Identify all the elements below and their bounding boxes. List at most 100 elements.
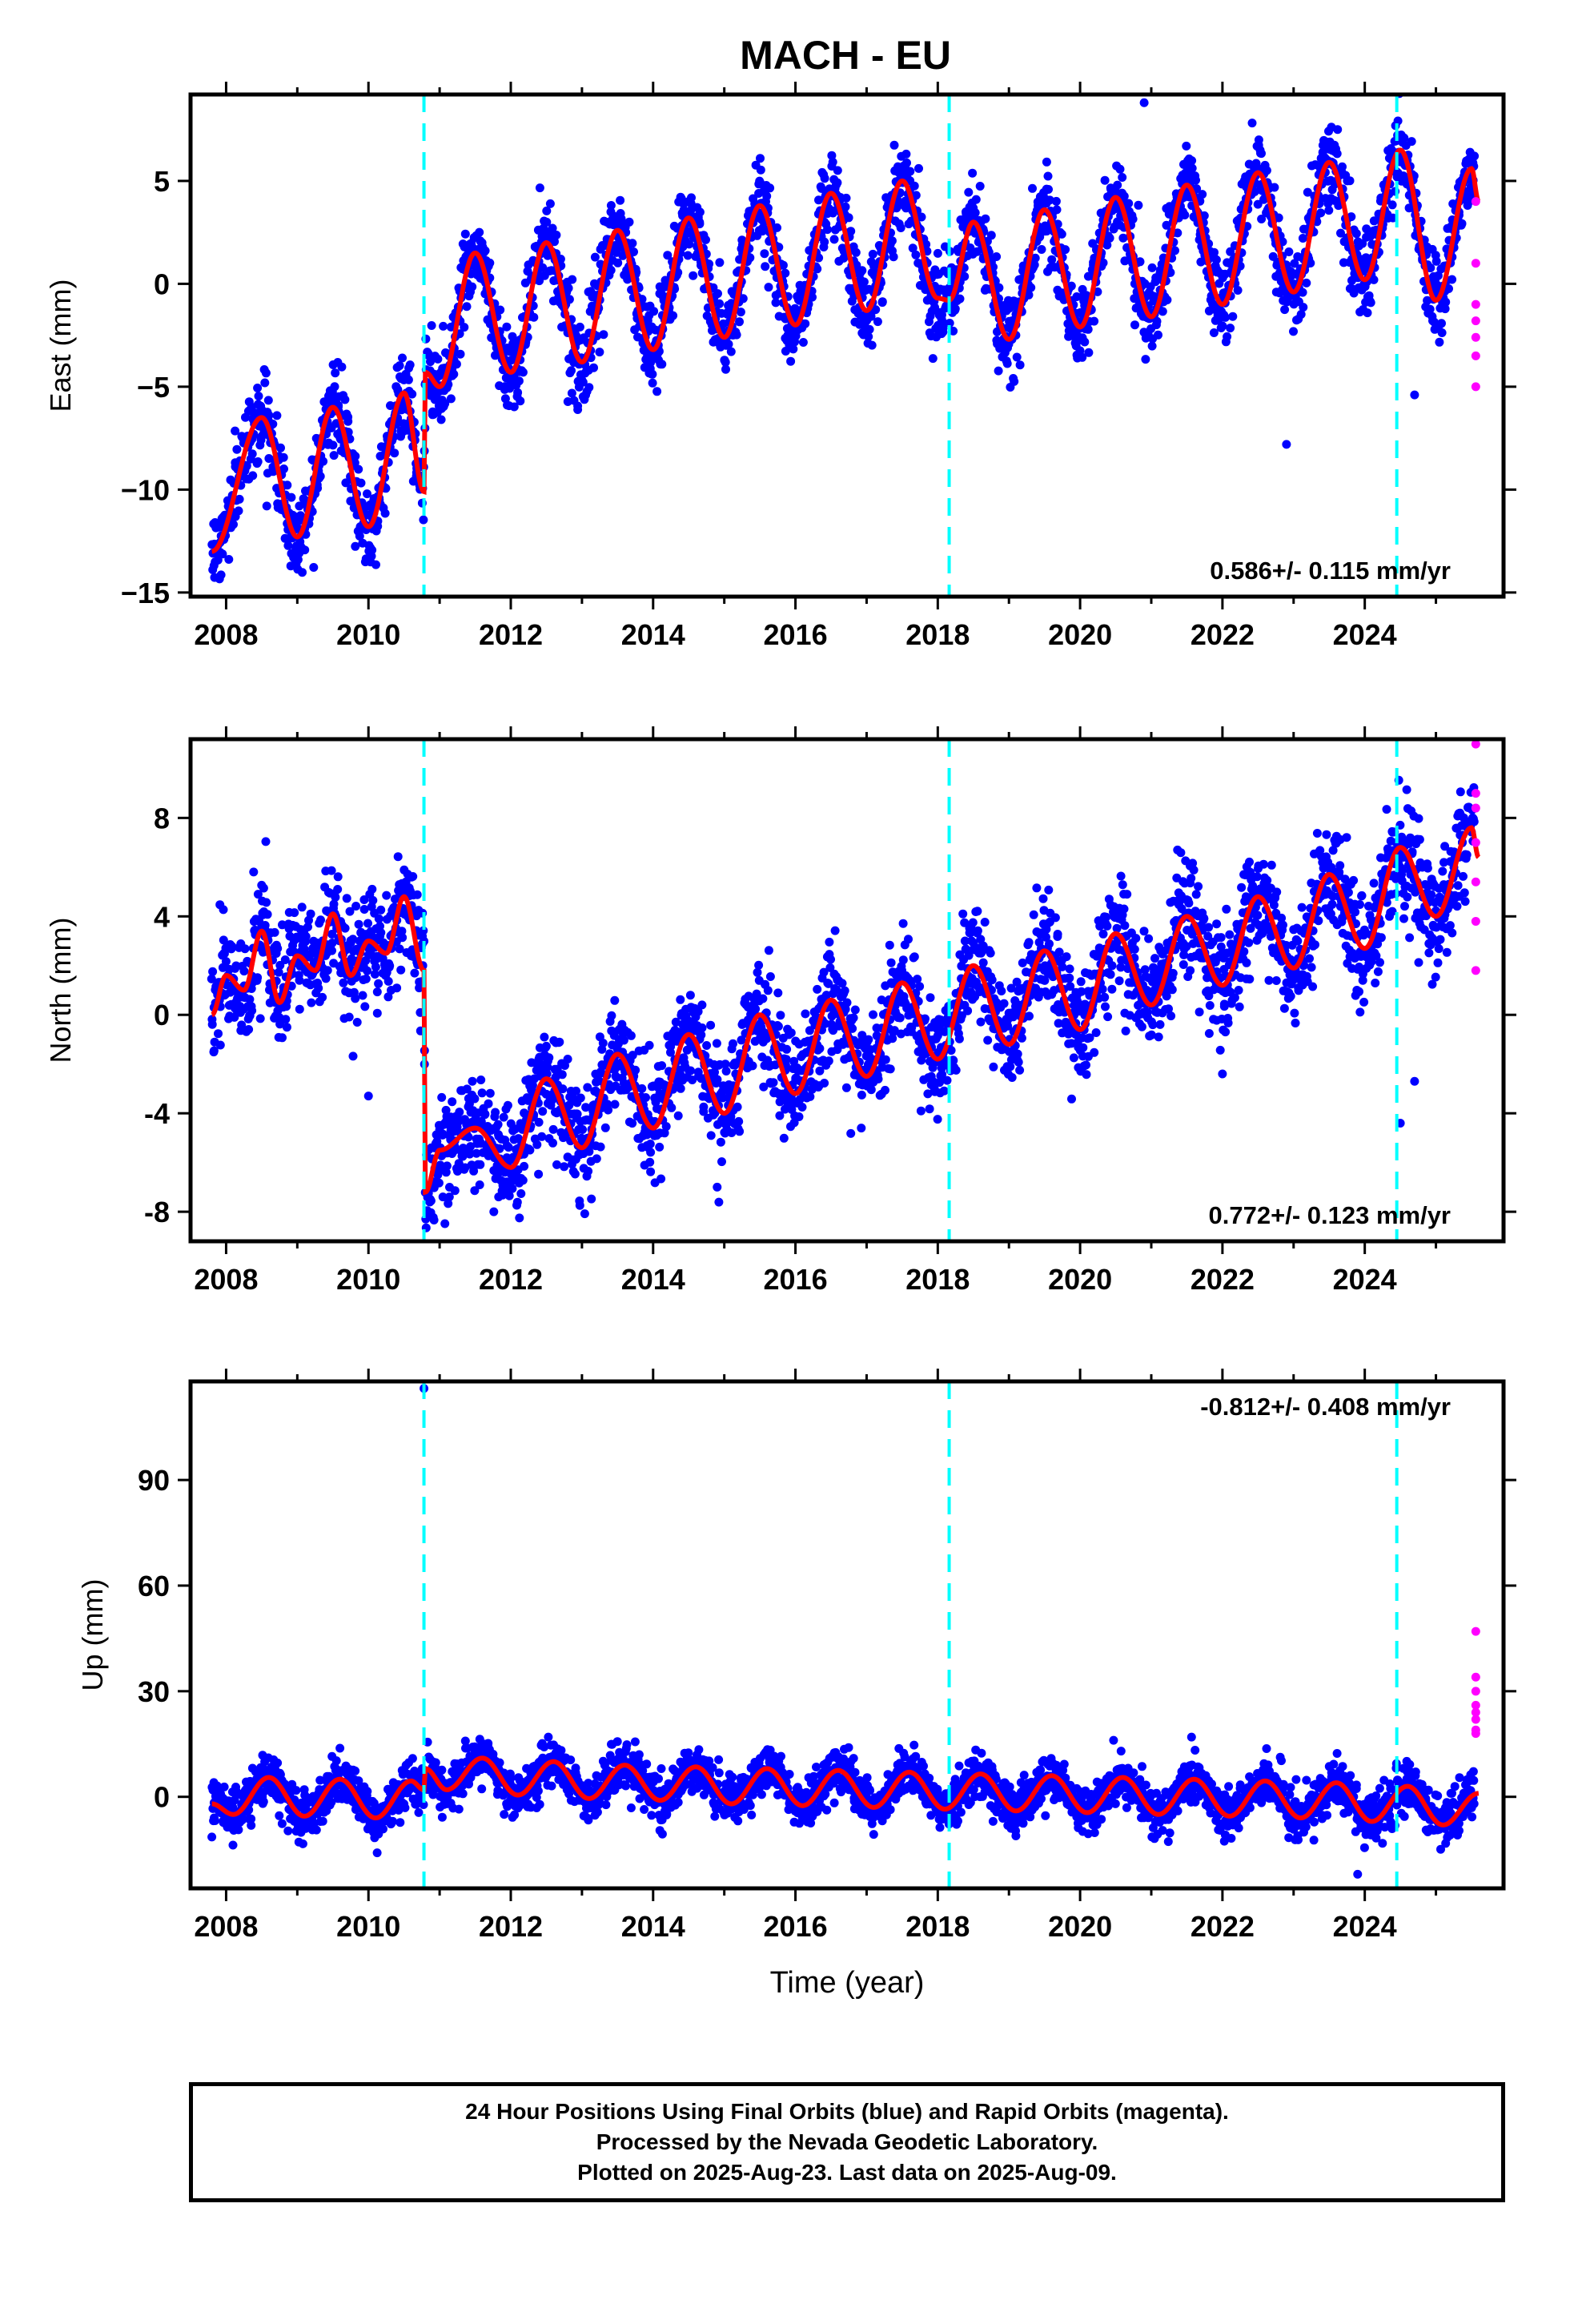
final-point (1289, 327, 1298, 336)
final-point (598, 1039, 608, 1047)
final-point (596, 1142, 605, 1152)
final-point (262, 501, 271, 511)
final-point (439, 321, 448, 331)
final-point (1030, 253, 1040, 263)
final-point (419, 515, 428, 525)
final-point (945, 319, 954, 328)
final-point (518, 368, 528, 377)
final-point (1257, 149, 1266, 159)
final-point (881, 1055, 890, 1064)
final-point (1187, 163, 1197, 173)
final-point (895, 1013, 905, 1023)
final-point (925, 1104, 934, 1114)
final-point (939, 1086, 949, 1096)
final-point (573, 401, 583, 411)
final-point (1078, 352, 1087, 362)
final-point (504, 1143, 513, 1152)
final-point (735, 317, 744, 327)
final-point (981, 214, 990, 223)
final-point (458, 1152, 468, 1161)
final-point (235, 494, 244, 504)
final-point (538, 263, 548, 272)
final-point (618, 251, 628, 260)
final-point (736, 308, 745, 317)
final-point (734, 1116, 744, 1126)
final-point (455, 1108, 464, 1117)
final-point (211, 608, 220, 617)
final-point (1198, 190, 1207, 199)
final-point (760, 249, 769, 259)
final-point (786, 356, 796, 366)
final-point (297, 903, 307, 912)
y-axis-label: East (mm) (44, 279, 77, 412)
final-point (857, 266, 867, 275)
final-point (476, 1139, 486, 1148)
final-point (567, 388, 576, 398)
final-point (773, 988, 783, 998)
final-point (1426, 263, 1435, 272)
final-point (732, 330, 741, 340)
final-point (1072, 292, 1082, 301)
final-point (914, 163, 923, 173)
final-point (833, 166, 842, 175)
final-point (328, 440, 338, 450)
final-point (973, 907, 982, 916)
final-point (363, 966, 372, 975)
final-point (778, 260, 788, 270)
final-point (354, 919, 363, 929)
final-point (624, 217, 634, 227)
final-point (825, 937, 834, 947)
final-orbit-points (207, 775, 1479, 1232)
final-point (866, 312, 876, 321)
final-point (1152, 316, 1162, 326)
final-point (801, 1009, 810, 1019)
final-point (712, 1039, 721, 1048)
final-point (873, 1074, 883, 1084)
final-point (1296, 310, 1306, 319)
final-point (994, 283, 1004, 292)
final-point (1191, 175, 1200, 185)
final-point (513, 388, 523, 397)
final-point (909, 181, 919, 191)
final-point (989, 1062, 998, 1072)
final-point (667, 1103, 677, 1112)
final-point (646, 1148, 656, 1157)
final-point (1029, 910, 1038, 919)
final-point (274, 967, 283, 977)
final-point (987, 975, 997, 985)
final-point (508, 332, 517, 341)
final-point (484, 1099, 493, 1108)
final-point (713, 289, 722, 299)
final-point (351, 994, 360, 1003)
final-point (351, 452, 360, 461)
final-point (518, 1176, 528, 1185)
final-point (460, 1163, 470, 1172)
final-point (529, 312, 539, 322)
final-point (1083, 324, 1093, 334)
final-point (889, 252, 898, 262)
final-point (253, 384, 263, 392)
final-point (669, 311, 678, 320)
final-point (871, 305, 881, 315)
final-point (514, 376, 524, 386)
final-point (1002, 359, 1012, 368)
final-point (1210, 247, 1219, 257)
final-point (828, 157, 837, 167)
final-point (493, 1120, 503, 1129)
final-point (327, 866, 336, 875)
final-point (375, 922, 384, 931)
final-point (543, 1063, 552, 1072)
final-point (552, 231, 561, 239)
final-point (448, 1097, 457, 1107)
final-point (683, 251, 693, 260)
final-point (361, 974, 371, 983)
final-point (237, 1020, 247, 1030)
final-point (887, 236, 897, 246)
final-point (371, 963, 380, 971)
final-point (1441, 297, 1451, 307)
final-point (333, 872, 343, 882)
final-point (298, 568, 307, 577)
final-point (1226, 324, 1235, 333)
final-point (1090, 316, 1099, 326)
rapid-point (1471, 316, 1480, 326)
